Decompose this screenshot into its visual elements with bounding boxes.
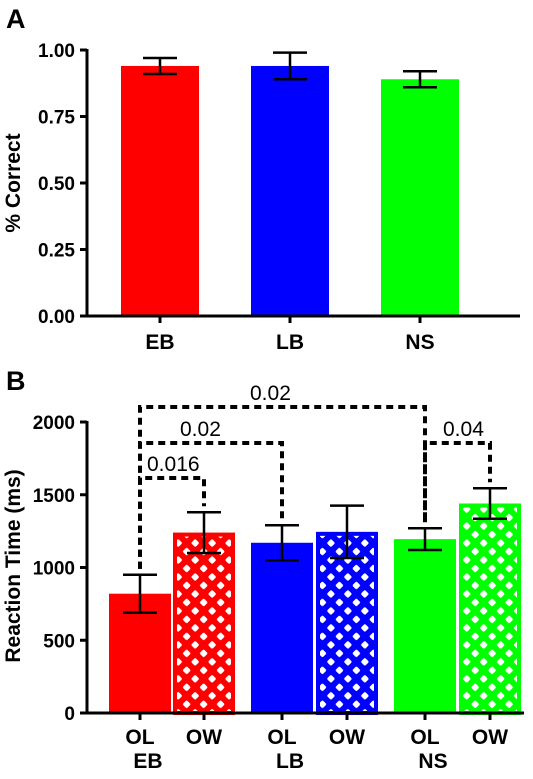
error-bar-b-lb-ol: [265, 524, 299, 562]
bar-a-eb: [121, 65, 199, 317]
panel-b: B Reaction Time (ms) 0.016 0.02 0.02 0.04 0 500…: [2, 366, 524, 773]
y-tick-label-a: 1.00: [38, 41, 75, 62]
bar-b-lb-ow: [316, 531, 378, 715]
error-bar-b-lb-ow: [330, 504, 364, 560]
significance-label: 0.04: [443, 418, 484, 441]
x-tick-label-b: OW: [329, 726, 365, 749]
error-bar-b-ns-ol: [408, 526, 442, 552]
x-tick-label-a: LB: [276, 331, 304, 354]
group-label-b: LB: [276, 750, 304, 773]
significance-bracket: [138, 476, 206, 569]
bar-b-ns-ol: [394, 539, 456, 713]
error-bar-a-eb: [143, 56, 177, 76]
significance-label: 0.02: [180, 418, 221, 441]
error-bar-a-ns: [403, 70, 437, 89]
panel-label-b: B: [6, 366, 26, 396]
error-bar-b-eb-ow: [187, 510, 221, 555]
error-bar-b-ns-ow: [473, 486, 507, 521]
x-tick-label-a: EB: [145, 331, 174, 354]
y-tick-label-b: 0: [64, 704, 75, 725]
y-tick-label-a: 0.75: [38, 108, 75, 129]
panel-a: A % Correct 0.00 0.25 0.50 0.75 1.00 EB LB NS: [2, 4, 520, 354]
x-tick-label-b: OW: [186, 726, 222, 749]
group-label-b: EB: [133, 750, 162, 773]
y-axis-title-a: % Correct: [2, 133, 25, 232]
error-bar-a-lb: [273, 51, 307, 81]
y-axis-title-b: Reaction Time (ms): [2, 469, 25, 662]
bar-b-lb-ol: [251, 542, 313, 713]
x-tick-label-a: NS: [405, 331, 434, 354]
bar-a-lb: [251, 65, 329, 317]
panel-label-a: A: [6, 4, 26, 34]
bar-b-eb-ow: [173, 532, 235, 716]
y-tick-label-a: 0.00: [38, 307, 75, 328]
y-tick-label-b: 500: [43, 631, 75, 652]
bar-a-ns: [381, 79, 459, 316]
x-tick-label-b: OL: [267, 726, 296, 749]
x-tick-label-b: OL: [410, 726, 439, 749]
y-tick-label-a: 0.50: [38, 174, 75, 195]
group-label-b: NS: [418, 750, 447, 773]
y-tick-label-b: 2000: [33, 413, 75, 434]
y-tick-label-b: 1500: [33, 486, 75, 507]
significance-label: 0.016: [147, 453, 200, 476]
y-tick-label-b: 1000: [33, 559, 75, 580]
significance-bracket: [423, 441, 492, 523]
x-tick-label-b: OL: [125, 726, 154, 749]
error-bar-b-eb-ol: [123, 573, 157, 614]
y-tick-label-a: 0.25: [38, 241, 75, 262]
x-tick-label-b: OW: [472, 726, 508, 749]
significance-label: 0.02: [250, 382, 291, 405]
significance-bracket: [138, 405, 427, 569]
bar-b-ns-ow: [459, 503, 521, 716]
